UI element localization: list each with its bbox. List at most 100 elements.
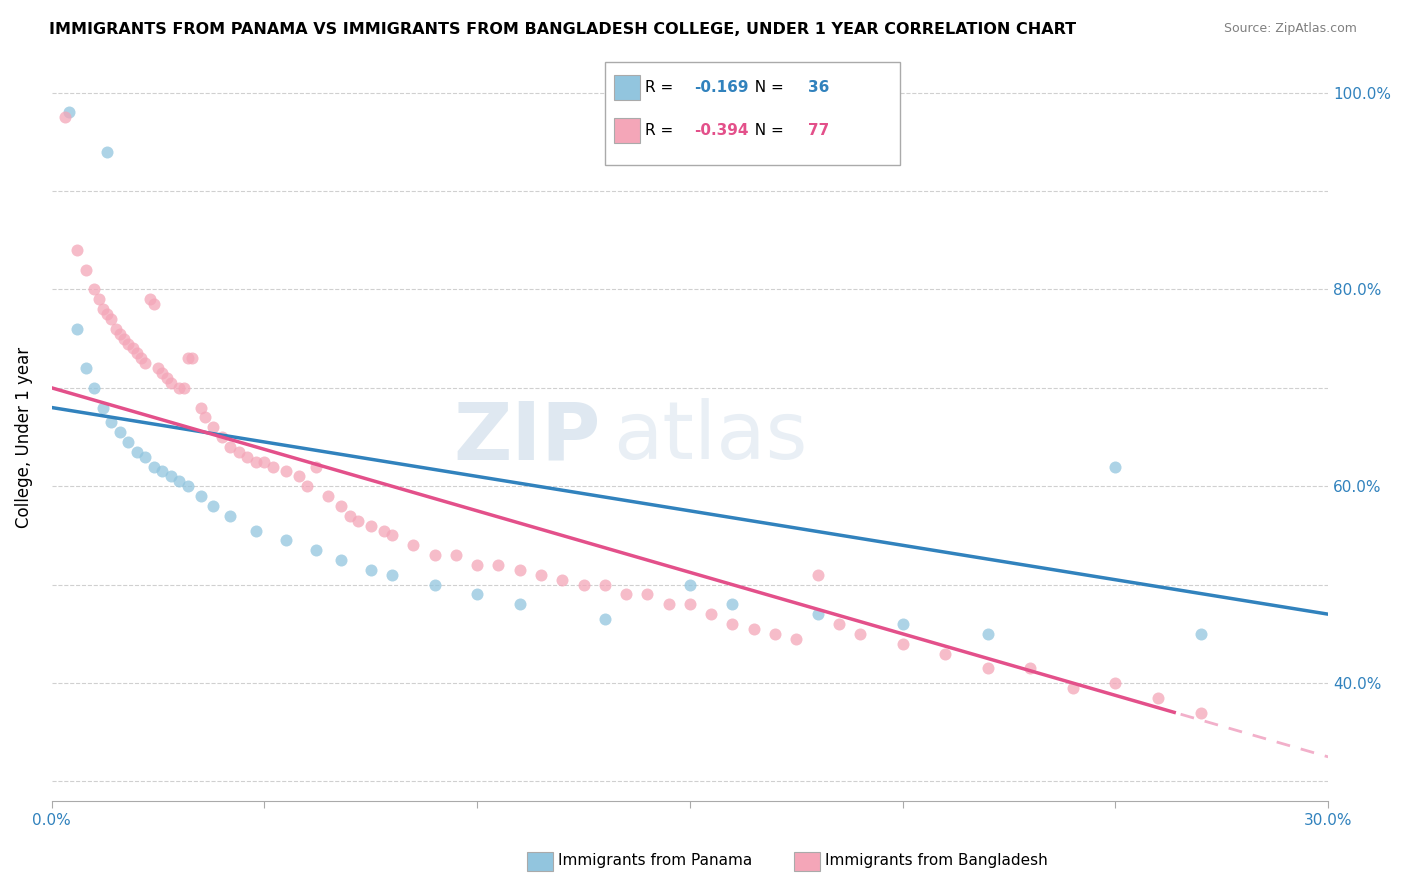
Point (509, 563, 531, 577)
Point (112, 332, 135, 346)
Point (173, 381, 195, 395)
Text: Source: ZipAtlas.com: Source: ZipAtlas.com (1223, 22, 1357, 36)
Point (181, 351, 204, 366)
Text: 36: 36 (808, 80, 830, 95)
Point (96, 145, 118, 159)
Text: -0.169: -0.169 (695, 80, 749, 95)
Point (891, 637, 914, 651)
Point (100, 312, 122, 326)
Point (83, 381, 105, 395)
Point (1189, 627, 1212, 641)
Point (142, 459, 165, 474)
Point (211, 430, 233, 444)
Point (1104, 459, 1126, 474)
Point (1062, 681, 1084, 695)
Text: ZIP: ZIP (453, 398, 600, 476)
Point (253, 455, 276, 469)
Y-axis label: College, Under 1 year: College, Under 1 year (15, 346, 32, 528)
Point (806, 567, 828, 582)
Point (125, 346, 148, 360)
Point (891, 617, 914, 632)
Point (75, 361, 97, 376)
Point (245, 455, 267, 469)
Point (104, 322, 127, 336)
Point (295, 479, 318, 493)
Point (83, 283, 105, 297)
Point (236, 450, 259, 464)
Point (444, 548, 467, 562)
Point (117, 336, 139, 351)
Point (219, 440, 242, 454)
Point (75, 262, 97, 277)
Point (488, 558, 510, 572)
Point (160, 469, 183, 483)
Point (245, 524, 267, 538)
Point (785, 632, 807, 646)
Point (530, 567, 553, 582)
Point (53, 110, 76, 124)
Point (150, 465, 173, 479)
Point (742, 622, 765, 636)
Point (142, 297, 165, 311)
Point (423, 548, 446, 562)
Point (169, 475, 191, 489)
Point (593, 577, 616, 591)
Text: R =: R = (645, 123, 679, 137)
Point (66, 322, 89, 336)
Point (146, 361, 169, 376)
Point (347, 514, 370, 528)
Point (219, 508, 242, 523)
Text: Immigrants from Panama: Immigrants from Panama (558, 854, 752, 868)
Point (614, 587, 637, 601)
Point (121, 342, 143, 356)
Point (58, 105, 80, 120)
Point (658, 598, 681, 612)
Point (636, 587, 658, 601)
Point (304, 543, 326, 558)
Text: Immigrants from Bangladesh: Immigrants from Bangladesh (825, 854, 1047, 868)
Point (274, 533, 297, 548)
Point (190, 489, 212, 503)
Point (1104, 676, 1126, 690)
Point (977, 661, 1000, 675)
Point (509, 598, 531, 612)
Point (228, 445, 250, 459)
Point (177, 351, 200, 366)
Text: N =: N = (745, 123, 789, 137)
Point (381, 528, 404, 542)
Point (262, 459, 284, 474)
Point (91, 401, 114, 415)
Point (202, 499, 225, 513)
Point (465, 587, 488, 601)
Text: N =: N = (745, 80, 789, 95)
Point (194, 410, 217, 425)
Point (551, 573, 574, 587)
Point (593, 612, 616, 626)
Point (274, 465, 297, 479)
Point (150, 366, 173, 380)
Point (330, 499, 353, 513)
Point (66, 243, 89, 257)
Point (700, 607, 723, 622)
Text: -0.394: -0.394 (695, 123, 749, 137)
Point (381, 567, 404, 582)
Point (721, 617, 744, 632)
Point (100, 415, 122, 429)
Point (330, 553, 353, 567)
Point (679, 577, 702, 591)
Text: IMMIGRANTS FROM PANAMA VS IMMIGRANTS FROM BANGLADESH COLLEGE, UNDER 1 YEAR CORRE: IMMIGRANTS FROM PANAMA VS IMMIGRANTS FRO… (49, 22, 1077, 37)
Point (134, 356, 156, 370)
Point (934, 647, 956, 661)
Point (465, 558, 488, 572)
Point (1019, 661, 1042, 675)
Point (572, 577, 595, 591)
Point (339, 508, 361, 523)
Point (169, 381, 191, 395)
Point (977, 627, 1000, 641)
Point (360, 518, 382, 533)
Point (1189, 706, 1212, 720)
Point (202, 420, 225, 434)
Point (190, 401, 212, 415)
Point (156, 371, 179, 385)
Point (108, 425, 131, 439)
